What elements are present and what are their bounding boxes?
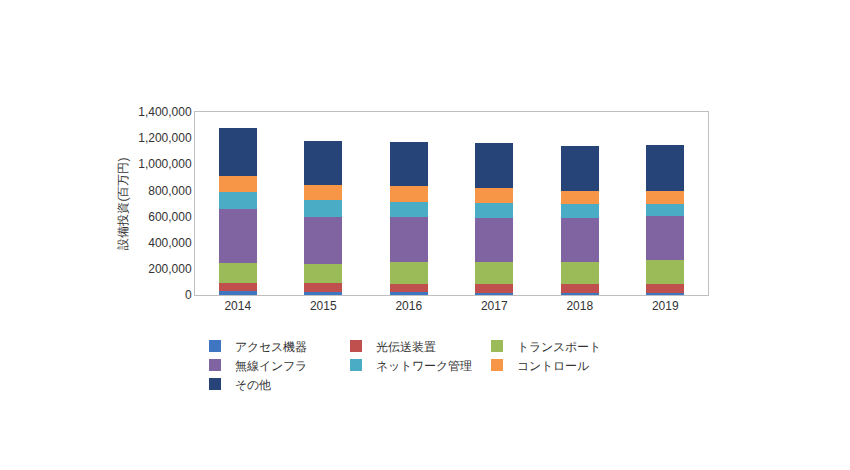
svg-text:ネットワーク管理: ネットワーク管理 [376, 359, 472, 373]
svg-text:設備投資(百万円): 設備投資(百万円) [116, 158, 130, 250]
svg-text:アクセス機器: アクセス機器 [235, 340, 307, 354]
svg-text:1,400,000: 1,400,000 [138, 105, 192, 119]
svg-text:その他: その他 [235, 378, 271, 392]
svg-text:1,200,000: 1,200,000 [138, 131, 192, 145]
svg-text:無線インフラ: 無線インフラ [235, 359, 307, 373]
svg-text:光伝送装置: 光伝送装置 [376, 340, 436, 354]
svg-text:2017: 2017 [481, 299, 508, 313]
svg-text:トランスポート: トランスポート [517, 340, 601, 354]
svg-text:2016: 2016 [395, 299, 422, 313]
svg-text:800,000: 800,000 [148, 184, 192, 198]
svg-text:コントロール: コントロール [517, 359, 589, 373]
svg-text:400,000: 400,000 [148, 236, 192, 250]
svg-text:200,000: 200,000 [148, 262, 192, 276]
svg-text:2015: 2015 [310, 299, 337, 313]
svg-text:1,000,000: 1,000,000 [138, 157, 192, 171]
svg-text:2014: 2014 [224, 299, 251, 313]
svg-text:600,000: 600,000 [148, 210, 192, 224]
svg-text:2018: 2018 [566, 299, 593, 313]
svg-text:0: 0 [185, 288, 192, 302]
svg-text:2019: 2019 [652, 299, 679, 313]
